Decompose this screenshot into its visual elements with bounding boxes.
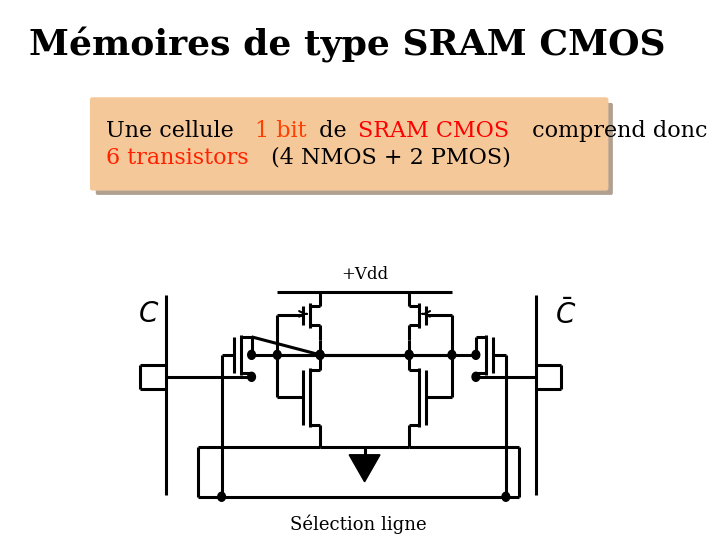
Text: comprend donc: comprend donc — [525, 120, 708, 142]
Text: (4 NMOS + 2 PMOS): (4 NMOS + 2 PMOS) — [264, 147, 510, 169]
Text: $C$: $C$ — [138, 301, 159, 328]
Circle shape — [248, 372, 256, 381]
Polygon shape — [349, 455, 380, 482]
Text: de: de — [312, 120, 354, 142]
Text: Une cellule: Une cellule — [106, 120, 241, 142]
FancyBboxPatch shape — [91, 98, 608, 190]
Text: $\bar{C}$: $\bar{C}$ — [555, 300, 577, 330]
FancyBboxPatch shape — [96, 103, 613, 195]
Text: SRAM CMOS: SRAM CMOS — [358, 120, 509, 142]
Text: 6 transistors: 6 transistors — [106, 147, 248, 169]
Text: 1 bit: 1 bit — [255, 120, 307, 142]
Circle shape — [405, 350, 413, 359]
Circle shape — [405, 350, 413, 359]
Circle shape — [472, 372, 480, 381]
Circle shape — [316, 350, 324, 359]
Text: Mémoires de type SRAM CMOS: Mémoires de type SRAM CMOS — [30, 27, 666, 63]
Circle shape — [472, 350, 480, 359]
Circle shape — [248, 350, 256, 359]
Circle shape — [316, 350, 324, 359]
Circle shape — [502, 492, 510, 501]
Circle shape — [217, 492, 225, 501]
Text: Sélection ligne: Sélection ligne — [290, 515, 426, 534]
Text: +Vdd: +Vdd — [341, 266, 388, 283]
Circle shape — [448, 350, 456, 359]
Circle shape — [274, 350, 281, 359]
